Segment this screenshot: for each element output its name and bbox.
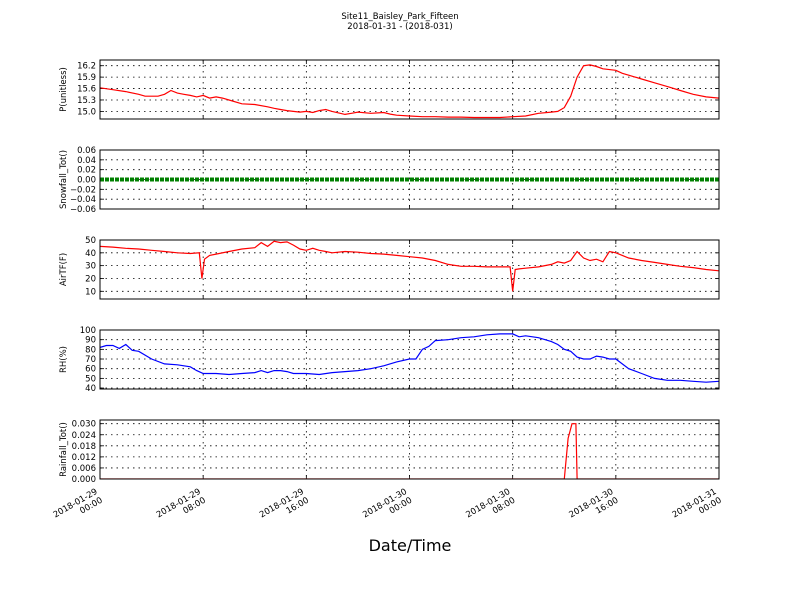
chart-panels: 16.215.915.615.315.0P(unitless)0.060.040… bbox=[59, 59, 720, 485]
x-tick-label: 2018-01-3016:00 bbox=[568, 487, 621, 529]
y-tick-label: 100 bbox=[80, 326, 96, 336]
chart-title: Site11_Baisley_Park_Fifteen bbox=[341, 12, 458, 22]
plot-frame bbox=[99, 149, 720, 210]
y-tick-label: 0.018 bbox=[72, 442, 96, 452]
y-tick-label: 30 bbox=[85, 262, 96, 272]
y-tick-label: 15.9 bbox=[77, 73, 96, 83]
x-tick-label: 2018-01-2908:00 bbox=[155, 487, 208, 529]
y-tick-label: 0.006 bbox=[72, 464, 96, 474]
y-tick-label: 0.024 bbox=[72, 431, 96, 441]
y-tick-label: 90 bbox=[85, 336, 96, 346]
y-tick-label: 0.030 bbox=[72, 420, 96, 430]
plot-frame bbox=[99, 419, 720, 480]
y-tick-label: 0.000 bbox=[72, 475, 96, 485]
y-axis-label: Snowfall_Tot() bbox=[59, 150, 69, 209]
x-axis-label: Date/Time bbox=[369, 536, 452, 555]
y-axis-label: AirTF(F) bbox=[59, 253, 69, 286]
plot-frame bbox=[99, 239, 720, 300]
y-axis-label: RH(%) bbox=[59, 346, 69, 373]
chart-subtitle: 2018-01-31 - (2018-031) bbox=[347, 22, 452, 32]
x-tick-label: 2018-01-2900:00 bbox=[52, 487, 105, 529]
y-tick-label: −0.04 bbox=[70, 195, 96, 205]
panel-2: 0.060.040.020.00−0.02−0.04−0.06Snowfall_… bbox=[59, 146, 720, 215]
x-tick-label: 2018-01-3100:00 bbox=[671, 487, 724, 529]
y-tick-label: 0.06 bbox=[77, 146, 96, 156]
series-line bbox=[100, 240, 719, 292]
panel-1: 16.215.9 15.615.315.0 P(unitless) bbox=[59, 59, 720, 120]
y-tick-label: −0.02 bbox=[70, 185, 96, 195]
y-tick-label: 15.3 bbox=[77, 96, 96, 106]
plot-frame bbox=[99, 329, 720, 390]
y-tick-label: 16.2 bbox=[77, 62, 96, 72]
y-tick-label: 40 bbox=[85, 249, 96, 259]
y-tick-label: 40 bbox=[85, 384, 96, 394]
y-tick-label: 0.02 bbox=[77, 166, 96, 176]
series-line bbox=[100, 64, 719, 119]
y-axis-label: Rainfall_Tot() bbox=[59, 422, 69, 477]
x-tick-label: 2018-01-2916:00 bbox=[258, 487, 311, 529]
y-tick-label: 0.012 bbox=[72, 453, 96, 463]
x-tick-label: 2018-01-3008:00 bbox=[464, 487, 517, 529]
y-tick-label: 80 bbox=[85, 345, 96, 355]
y-tick-label: 50 bbox=[85, 374, 96, 384]
y-tick-label: −0.06 bbox=[70, 205, 96, 215]
y-tick-label: 0.04 bbox=[77, 156, 96, 166]
y-tick-label: 0.00 bbox=[77, 176, 96, 186]
y-tick-label: 60 bbox=[85, 365, 96, 375]
y-tick-label: 15.0 bbox=[77, 107, 96, 117]
y-tick-label: 20 bbox=[85, 274, 96, 284]
y-tick-label: 50 bbox=[85, 236, 96, 246]
y-tick-label: 15.6 bbox=[77, 85, 96, 95]
y-tick-label: 10 bbox=[85, 287, 96, 297]
y-axis-label: P(unitless) bbox=[59, 67, 69, 112]
panel-5: 0.0300.0240.0180.0120.0060.000Rainfall_T… bbox=[59, 419, 720, 485]
plot-frame bbox=[99, 59, 720, 120]
series-line bbox=[100, 423, 719, 479]
series-line bbox=[100, 333, 719, 383]
x-tick-label: 2018-01-3000:00 bbox=[361, 487, 414, 529]
x-axis-tick-labels: 2018-01-2900:00 2018-01-2908:00 2018-01-29… bbox=[52, 487, 724, 529]
y-tick-label: 70 bbox=[85, 355, 96, 365]
panel-3: 50 40 30 20 10 AirTF(F) bbox=[59, 236, 720, 300]
